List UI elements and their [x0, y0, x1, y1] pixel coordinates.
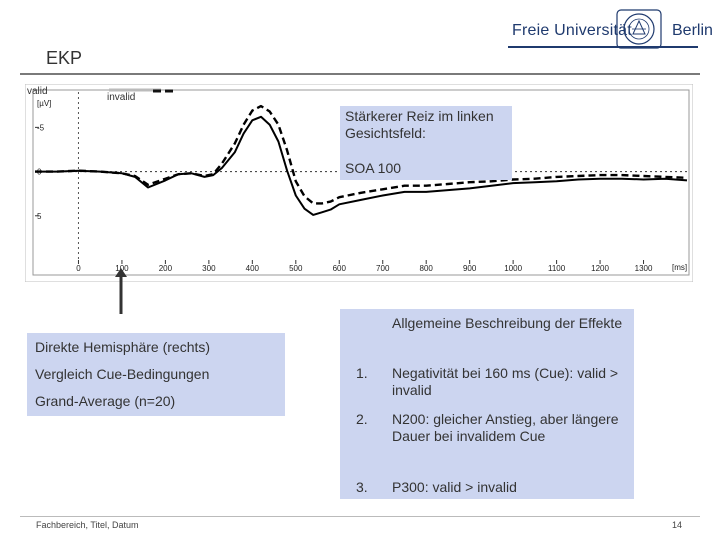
condition-grand-average: Grand-Average (n=20): [35, 393, 176, 409]
slide-title: EKP: [46, 48, 83, 68]
effect-text: N200: gleicher Anstieg, aber längere Dau…: [392, 411, 619, 444]
stimulus-callout: Stärkerer Reiz im linken Gesichtsfeld: S…: [340, 106, 512, 180]
effect-number: 2.: [356, 411, 368, 427]
effect-text: P300: valid > invalid: [392, 479, 517, 495]
x-tick-label: 300: [202, 264, 216, 273]
y-tick-label: -5: [37, 123, 45, 132]
x-axis-label: [ms]: [672, 263, 687, 272]
x-tick-label: 700: [376, 264, 390, 273]
conditions-box: Direkte Hemisphäre (rechts) Vergleich Cu…: [27, 333, 285, 416]
legend-invalid-label: invalid: [107, 92, 135, 103]
y-tick-label: 5: [37, 212, 42, 221]
logo-wordmark-city: Berlin: [672, 22, 713, 39]
effects-description-box: Allgemeine Beschreibung der Effekte 1. N…: [340, 309, 634, 499]
x-tick-label: 1100: [548, 264, 566, 273]
stimulus-callout-line1: Stärkerer Reiz im linken Gesichtsfeld:: [345, 108, 494, 141]
x-tick-label: 1000: [504, 264, 522, 273]
condition-hemisphere: Direkte Hemisphäre (rechts): [35, 339, 211, 355]
y-axis-label: [µV]: [37, 99, 51, 108]
x-tick-label: 400: [246, 264, 260, 273]
legend-valid-label: valid: [27, 86, 48, 97]
header-brand-rule: [508, 46, 698, 48]
effects-heading: Allgemeine Beschreibung der Effekte: [392, 315, 623, 331]
university-seal-icon: [616, 9, 662, 49]
x-tick-label: 600: [333, 264, 347, 273]
effect-text: Negativität bei 160 ms (Cue): valid > in…: [392, 365, 619, 398]
condition-comparison: Vergleich Cue-Bedingungen: [35, 366, 210, 382]
up-arrow-icon: [115, 268, 127, 314]
series-line-invalid: [35, 104, 688, 205]
page-number: 14: [672, 520, 683, 530]
stimulus-callout-soa: SOA 100: [345, 160, 402, 176]
x-tick-label: 100: [115, 264, 129, 273]
x-tick-label: 900: [463, 264, 477, 273]
logo-wordmark: Freie Universität: [512, 22, 632, 39]
x-tick-label: 500: [289, 264, 303, 273]
x-tick-label: 0: [76, 264, 81, 273]
x-tick-label: 200: [159, 264, 173, 273]
effect-number: 1.: [356, 365, 368, 381]
title-divider: [20, 73, 700, 75]
series-line-valid: [35, 115, 688, 216]
effect-number: 3.: [356, 479, 368, 495]
x-tick-label: 1300: [635, 264, 653, 273]
footer-divider: [20, 516, 700, 517]
x-tick-label: 1200: [591, 264, 609, 273]
footer-info: Fachbereich, Titel, Datum: [36, 520, 139, 530]
x-tick-label: 800: [420, 264, 434, 273]
